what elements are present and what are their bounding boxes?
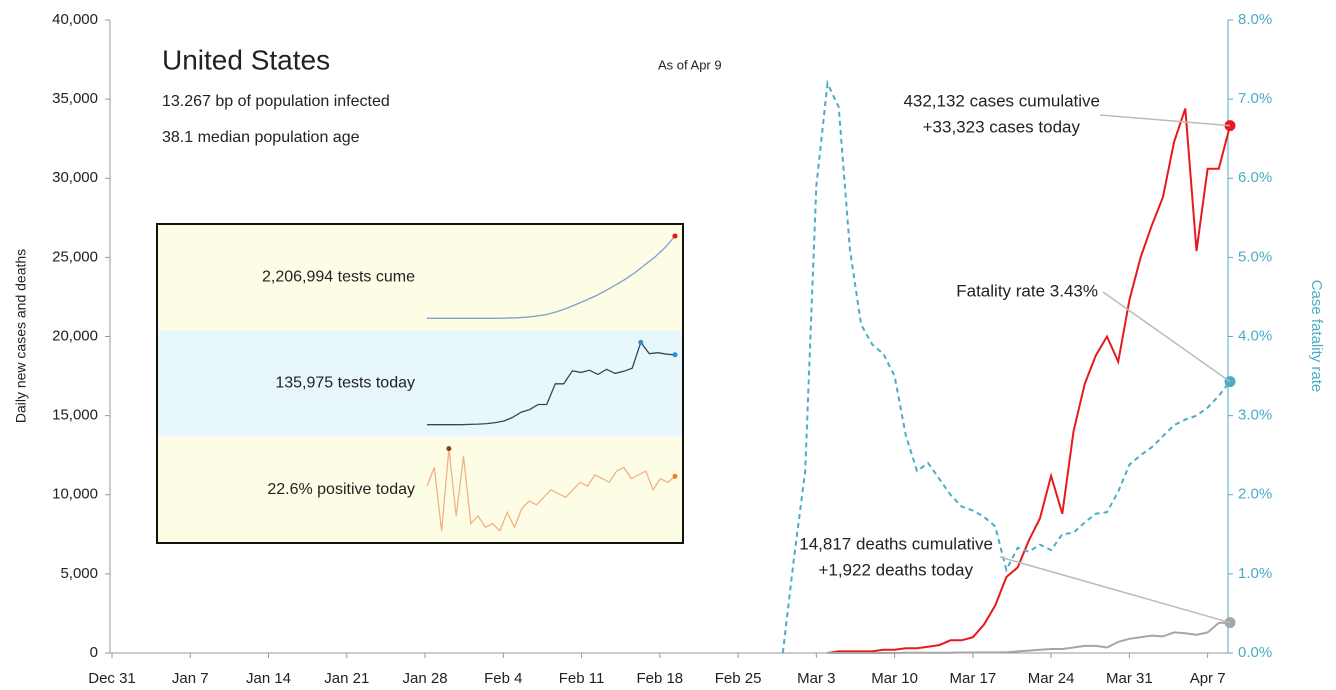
y-tick-label: 0 [90,644,98,661]
x-tick-label: Feb 25 [715,670,762,687]
subtitle: 13.267 bp of population infected [162,93,390,110]
y-tick-label: 40,000 [52,11,98,28]
x-tick-label: Dec 31 [88,670,136,687]
inset-panel [157,224,683,331]
y-tick-label: 30,000 [52,169,98,186]
inset-panel [157,436,683,543]
callout-text: 432,132 cases cumulative [903,91,1100,110]
inset-label: 135,975 tests today [275,375,415,392]
y2-tick-label: 4.0% [1238,327,1272,344]
y2-tick-label: 2.0% [1238,486,1272,503]
leader-line [999,556,1231,624]
series-line [827,108,1231,654]
sparkline-end [672,233,678,239]
x-tick-label: Feb 18 [636,670,683,687]
x-tick-label: Feb 11 [559,670,605,687]
series-line [781,79,1231,654]
callout-text: +33,323 cases today [923,117,1081,136]
x-tick-label: Jan 28 [403,670,448,687]
y2-axis-label: Case fatality rate [1308,280,1325,393]
y2-tick-label: 3.0% [1238,407,1272,424]
x-tick-label: Jan 21 [324,670,369,687]
leader-line [1102,291,1231,383]
sparkline-max [446,446,452,452]
sparkline-max [638,339,644,345]
y-tick-label: 20,000 [52,327,98,344]
x-tick-label: Mar 31 [1106,670,1153,687]
sparkline-end [672,473,678,479]
y-tick-label: 5,000 [60,565,98,582]
x-tick-label: Mar 3 [797,670,835,687]
x-tick-label: Mar 24 [1028,670,1075,687]
y2-tick-label: 5.0% [1238,248,1272,265]
y-tick-label: 35,000 [52,90,98,107]
inset-panel [157,330,683,437]
y2-tick-label: 8.0% [1238,11,1272,28]
inset-label: 2,206,994 tests cume [262,268,415,285]
x-tick-label: Mar 17 [950,670,997,687]
x-tick-label: Jan 7 [172,670,209,687]
series-line [827,621,1231,654]
y2-tick-label: 0.0% [1238,644,1272,661]
sparkline [427,340,676,426]
subtitle: 38.1 median population age [162,129,360,146]
x-tick-label: Jan 14 [246,670,291,687]
leader-line [1099,114,1231,127]
sparkline [427,235,676,319]
y2-tick-label: 6.0% [1238,169,1272,186]
y-tick-label: 25,000 [52,248,98,265]
y-tick-label: 10,000 [52,486,98,503]
chart-title: United States [162,44,330,75]
x-tick-label: Feb 4 [484,670,522,687]
inset-border [156,223,684,544]
sparkline [426,448,676,533]
y-tick-label: 15,000 [52,407,98,424]
callout-text: Fatality rate 3.43% [956,281,1098,300]
inset-label: 22.6% positive today [267,481,415,498]
date-note: As of Apr 9 [658,57,722,72]
sparkline-end [672,352,678,358]
y2-tick-label: 7.0% [1238,90,1272,107]
y-axis-label: Daily new cases and deaths [13,249,29,423]
callout-text: 14,817 deaths cumulative [799,534,993,553]
callout-text: +1,922 deaths today [818,560,973,579]
y2-tick-label: 1.0% [1238,565,1272,582]
x-tick-label: Mar 10 [871,670,918,687]
x-tick-label: Apr 7 [1190,670,1226,687]
